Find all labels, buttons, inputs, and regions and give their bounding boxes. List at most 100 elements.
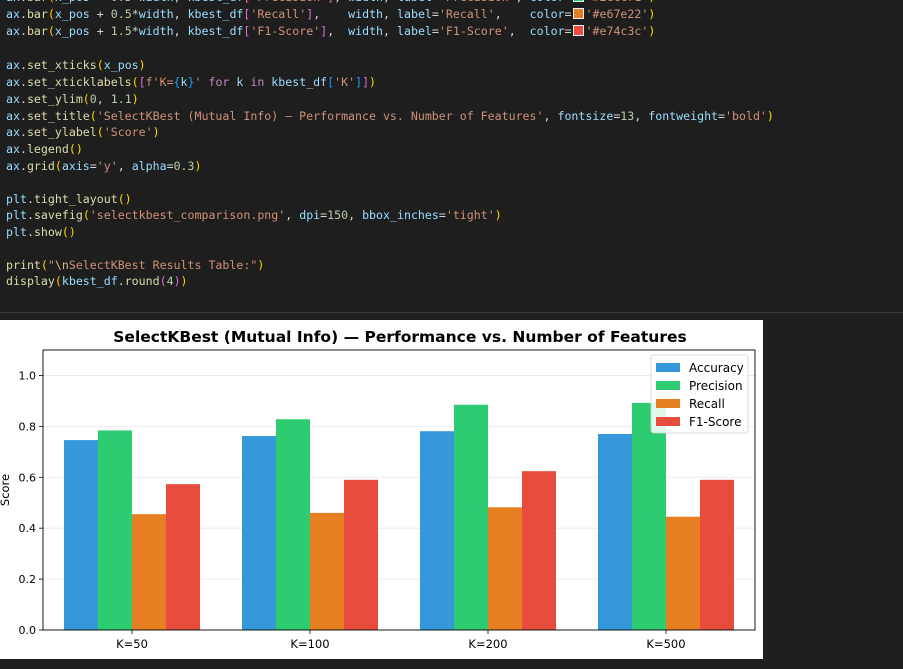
legend-swatch-recall — [656, 399, 680, 408]
code-token: . — [19, 142, 27, 156]
code-token: + — [89, 24, 111, 38]
code-token: 'Recall' — [438, 7, 495, 21]
code-line: ax.bar(x_pos - 0.5*width, kbest_df['Prec… — [6, 0, 655, 5]
code-token: ) — [648, 7, 656, 21]
code-token: = — [432, 0, 439, 4]
code-token: ax — [6, 58, 20, 72]
code-line: ax.set_xticks(x_pos) — [6, 57, 146, 73]
y-tick-label: 0.4 — [19, 522, 37, 535]
code-token: 'K' — [334, 75, 356, 89]
code-token: bar — [26, 24, 48, 38]
code-token: '#2ecc71' — [586, 0, 649, 4]
code-token: 'F1-Score' — [250, 24, 321, 38]
code-token: label — [397, 24, 432, 38]
code-token: x_pos — [54, 7, 90, 21]
code-line: plt.savefig('selectkbest_comparison.png'… — [6, 207, 502, 223]
color-swatch-icon[interactable] — [572, 8, 584, 19]
color-swatch-icon[interactable] — [572, 0, 584, 2]
code-token: , — [173, 7, 188, 21]
code-token: alpha — [131, 159, 167, 173]
legend-label: F1-Score — [689, 415, 741, 429]
code-token: * — [131, 24, 139, 38]
code-line: ax.legend() — [6, 141, 83, 157]
code-token: . — [19, 125, 27, 139]
code-token: label — [397, 0, 432, 4]
code-token: ) — [766, 109, 774, 123]
code-token: ) — [369, 75, 377, 89]
code-line: ax.set_ylim(0, 1.1) — [6, 91, 139, 107]
code-token: ( — [54, 159, 62, 173]
code-token: [ — [138, 75, 146, 89]
code-token: 'y' — [96, 159, 118, 173]
code-token: kbest_df — [61, 274, 118, 288]
code-token: set_ylabel — [26, 125, 97, 139]
code-token: , — [348, 208, 363, 222]
code-token: 'SelectKBest (Mutual Info) — Performance… — [96, 109, 544, 123]
code-token: set_xticks — [26, 58, 97, 72]
bar-recall-k100 — [310, 512, 344, 630]
code-token: 'selectkbest_comparison.png' — [89, 208, 286, 222]
bar-precision-k200 — [454, 404, 488, 630]
code-token: ( — [159, 274, 167, 288]
legend-box — [650, 354, 749, 434]
code-token: [ — [327, 75, 335, 89]
code-token: ( — [47, 24, 55, 38]
code-token: . — [19, 159, 27, 173]
code-token: ) — [131, 92, 139, 106]
bar-accuracy-k500 — [598, 434, 632, 630]
code-token: color — [530, 0, 565, 4]
code-line: ax.set_ylabel('Score') — [6, 124, 160, 140]
y-tick-label: 1.0 — [19, 369, 37, 382]
code-token: print — [6, 258, 41, 272]
code-token: . — [117, 274, 125, 288]
legend-label: Recall — [689, 397, 725, 411]
y-tick-label: 0.8 — [19, 420, 37, 433]
code-token: label — [397, 7, 432, 21]
code-token: tight_layout — [33, 192, 118, 206]
code-token: bar — [27, 0, 48, 4]
code-token: . — [26, 192, 34, 206]
code-token: plt — [6, 225, 27, 239]
code-token: = — [320, 208, 328, 222]
code-token: ] — [320, 24, 328, 38]
code-token: () — [117, 192, 132, 206]
bar-precision-k100 — [276, 419, 310, 630]
bar-accuracy-k50 — [64, 440, 98, 630]
code-token: " — [47, 258, 55, 272]
code-token: \n — [54, 258, 69, 272]
code-token: width — [139, 0, 174, 4]
code-token: ) — [152, 125, 160, 139]
code-line: ax.set_xticklabels([f'K={k}' for k in kb… — [6, 74, 376, 90]
code-token: color — [529, 7, 565, 21]
code-token: - — [90, 0, 111, 4]
code-token: * — [132, 0, 139, 4]
x-tick-label: K=50 — [116, 637, 148, 651]
bar-f1-score-k500 — [700, 479, 734, 630]
code-token: 'F1-Score' — [438, 24, 509, 38]
color-swatch-icon[interactable] — [572, 25, 584, 36]
code-token: 0.5 — [111, 0, 132, 4]
code-token: dpi — [299, 208, 321, 222]
code-token: , — [285, 208, 300, 222]
code-token: kbest_df — [187, 7, 244, 21]
code-token: ( — [48, 0, 55, 4]
code-token: ) — [138, 58, 146, 72]
code-line: display(kbest_df.round(4)) — [6, 273, 188, 289]
code-token: ) — [180, 274, 188, 288]
code-token: width — [138, 24, 174, 38]
code-token: 13 — [620, 109, 635, 123]
code-token: savefig — [33, 208, 83, 222]
code-token: kbest_df — [187, 24, 244, 38]
code-token: = — [438, 208, 446, 222]
code-token: , — [543, 109, 558, 123]
code-token: . — [19, 58, 27, 72]
code-token: ( — [96, 125, 104, 139]
code-token: ( — [89, 109, 97, 123]
code-token: . — [19, 109, 27, 123]
bar-recall-k50 — [132, 514, 166, 630]
code-cell[interactable]: ax.bar(x_pos - 0.5*width, kbest_df['Prec… — [0, 0, 903, 312]
bar-accuracy-k100 — [242, 436, 276, 630]
legend-label: Precision — [689, 379, 743, 393]
code-token: ) — [194, 159, 202, 173]
code-token: k — [180, 75, 188, 89]
